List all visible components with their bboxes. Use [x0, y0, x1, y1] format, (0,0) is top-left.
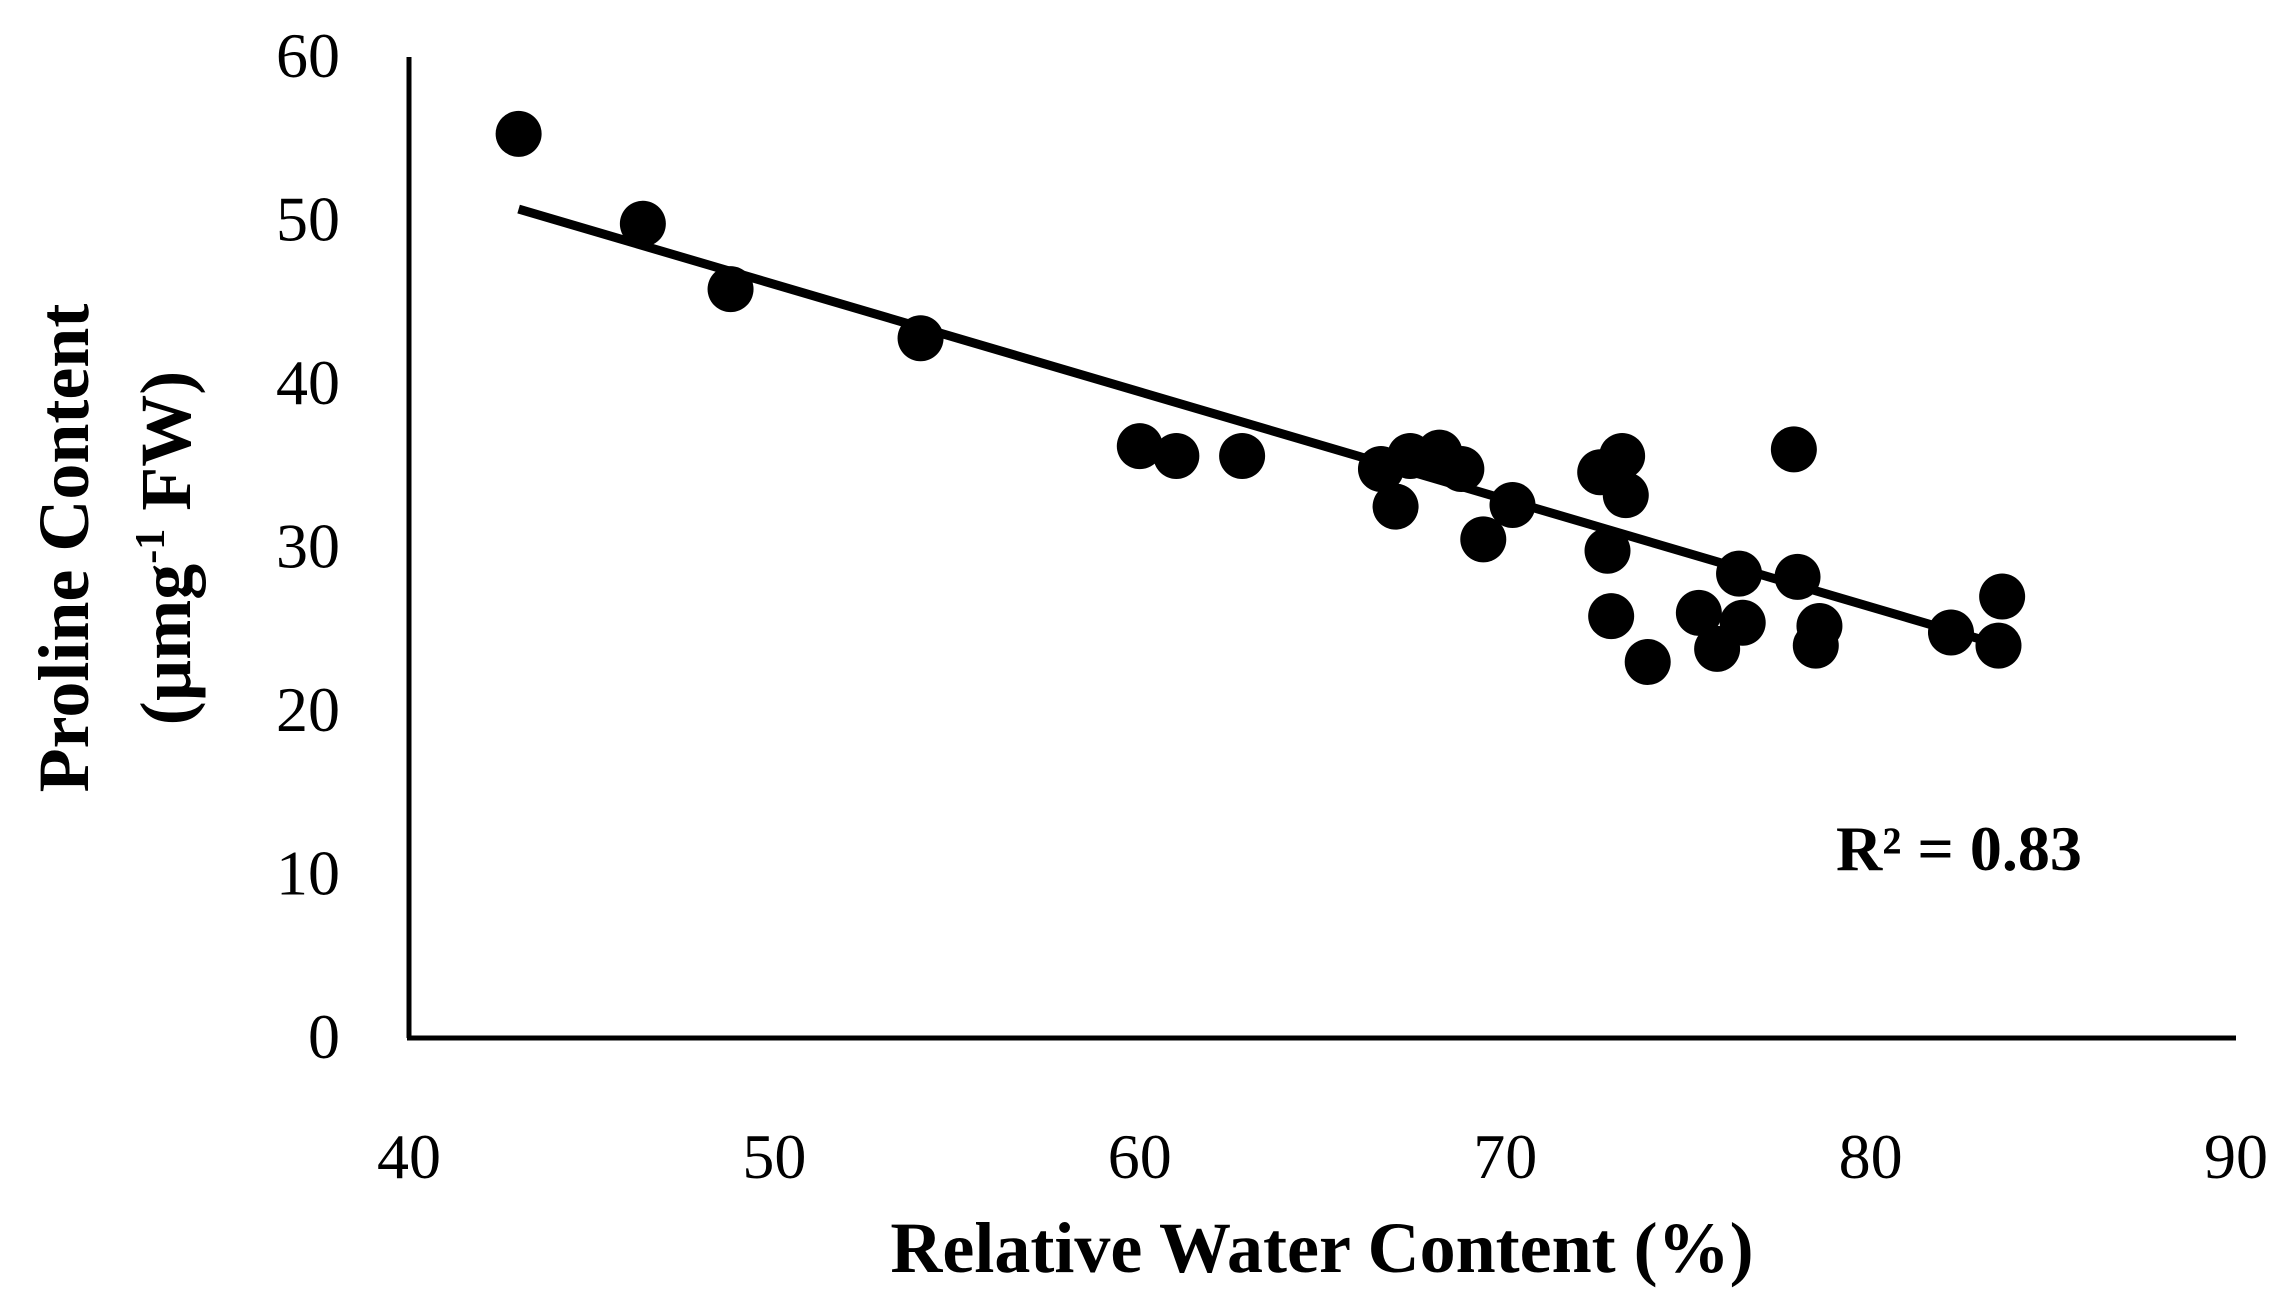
data-point — [495, 110, 542, 157]
y-tick-label: 50 — [276, 184, 340, 255]
data-point — [1975, 622, 2022, 669]
data-point — [1770, 426, 1817, 473]
y-tick-label: 30 — [276, 511, 340, 582]
data-point — [1719, 599, 1766, 646]
y-tick-label: 10 — [276, 838, 340, 909]
data-points — [495, 110, 2026, 685]
y-axis-title-line1: Proline Content — [24, 304, 104, 793]
data-point — [1796, 602, 1843, 649]
data-point — [1927, 609, 1974, 656]
data-point — [1774, 553, 1821, 600]
data-point — [707, 266, 754, 313]
y-axis-title-line2: (µmg-1 FW) — [126, 371, 206, 725]
x-tick-label: 90 — [2204, 1121, 2268, 1192]
data-point — [1602, 472, 1649, 519]
data-point — [897, 315, 944, 362]
data-point — [1153, 432, 1200, 479]
data-point — [1716, 550, 1763, 597]
data-point — [1219, 432, 1266, 479]
data-point — [1588, 593, 1635, 640]
data-point — [1979, 573, 2026, 620]
x-tick-label: 40 — [377, 1121, 441, 1192]
data-point — [1489, 481, 1536, 528]
y-tick-label: 20 — [276, 674, 340, 745]
y-tick-label: 40 — [276, 347, 340, 418]
data-point — [1460, 516, 1507, 563]
data-point — [1584, 527, 1631, 574]
x-tick-labels: 40 50 60 70 80 90 — [377, 1121, 2268, 1192]
axes — [406, 57, 2236, 1041]
y-axis-unit-suffix: FW) — [126, 371, 206, 529]
data-point — [1438, 446, 1485, 493]
y-axis-unit-superscript: -1 — [128, 529, 174, 564]
x-axis-title: Relative Water Content (%) — [890, 1208, 1753, 1288]
data-point — [619, 200, 666, 247]
data-point — [1116, 423, 1163, 470]
y-axis-unit-prefix: (µmg — [126, 564, 206, 725]
x-tick-label: 60 — [1108, 1121, 1172, 1192]
x-tick-label: 50 — [742, 1121, 806, 1192]
data-point — [1599, 432, 1646, 479]
y-tick-label: 60 — [276, 20, 340, 91]
data-point — [1675, 589, 1722, 636]
y-tick-labels: 0 10 20 30 40 50 60 — [276, 20, 340, 1072]
data-point — [1372, 483, 1419, 530]
x-tick-label: 80 — [1839, 1121, 1903, 1192]
y-axis-title: Proline Content (µmg-1 FW) — [24, 304, 206, 793]
x-tick-label: 70 — [1473, 1121, 1537, 1192]
r-squared-annotation: R² = 0.83 — [1836, 813, 2082, 884]
data-point — [1624, 638, 1671, 685]
y-tick-label: 0 — [308, 1001, 340, 1072]
